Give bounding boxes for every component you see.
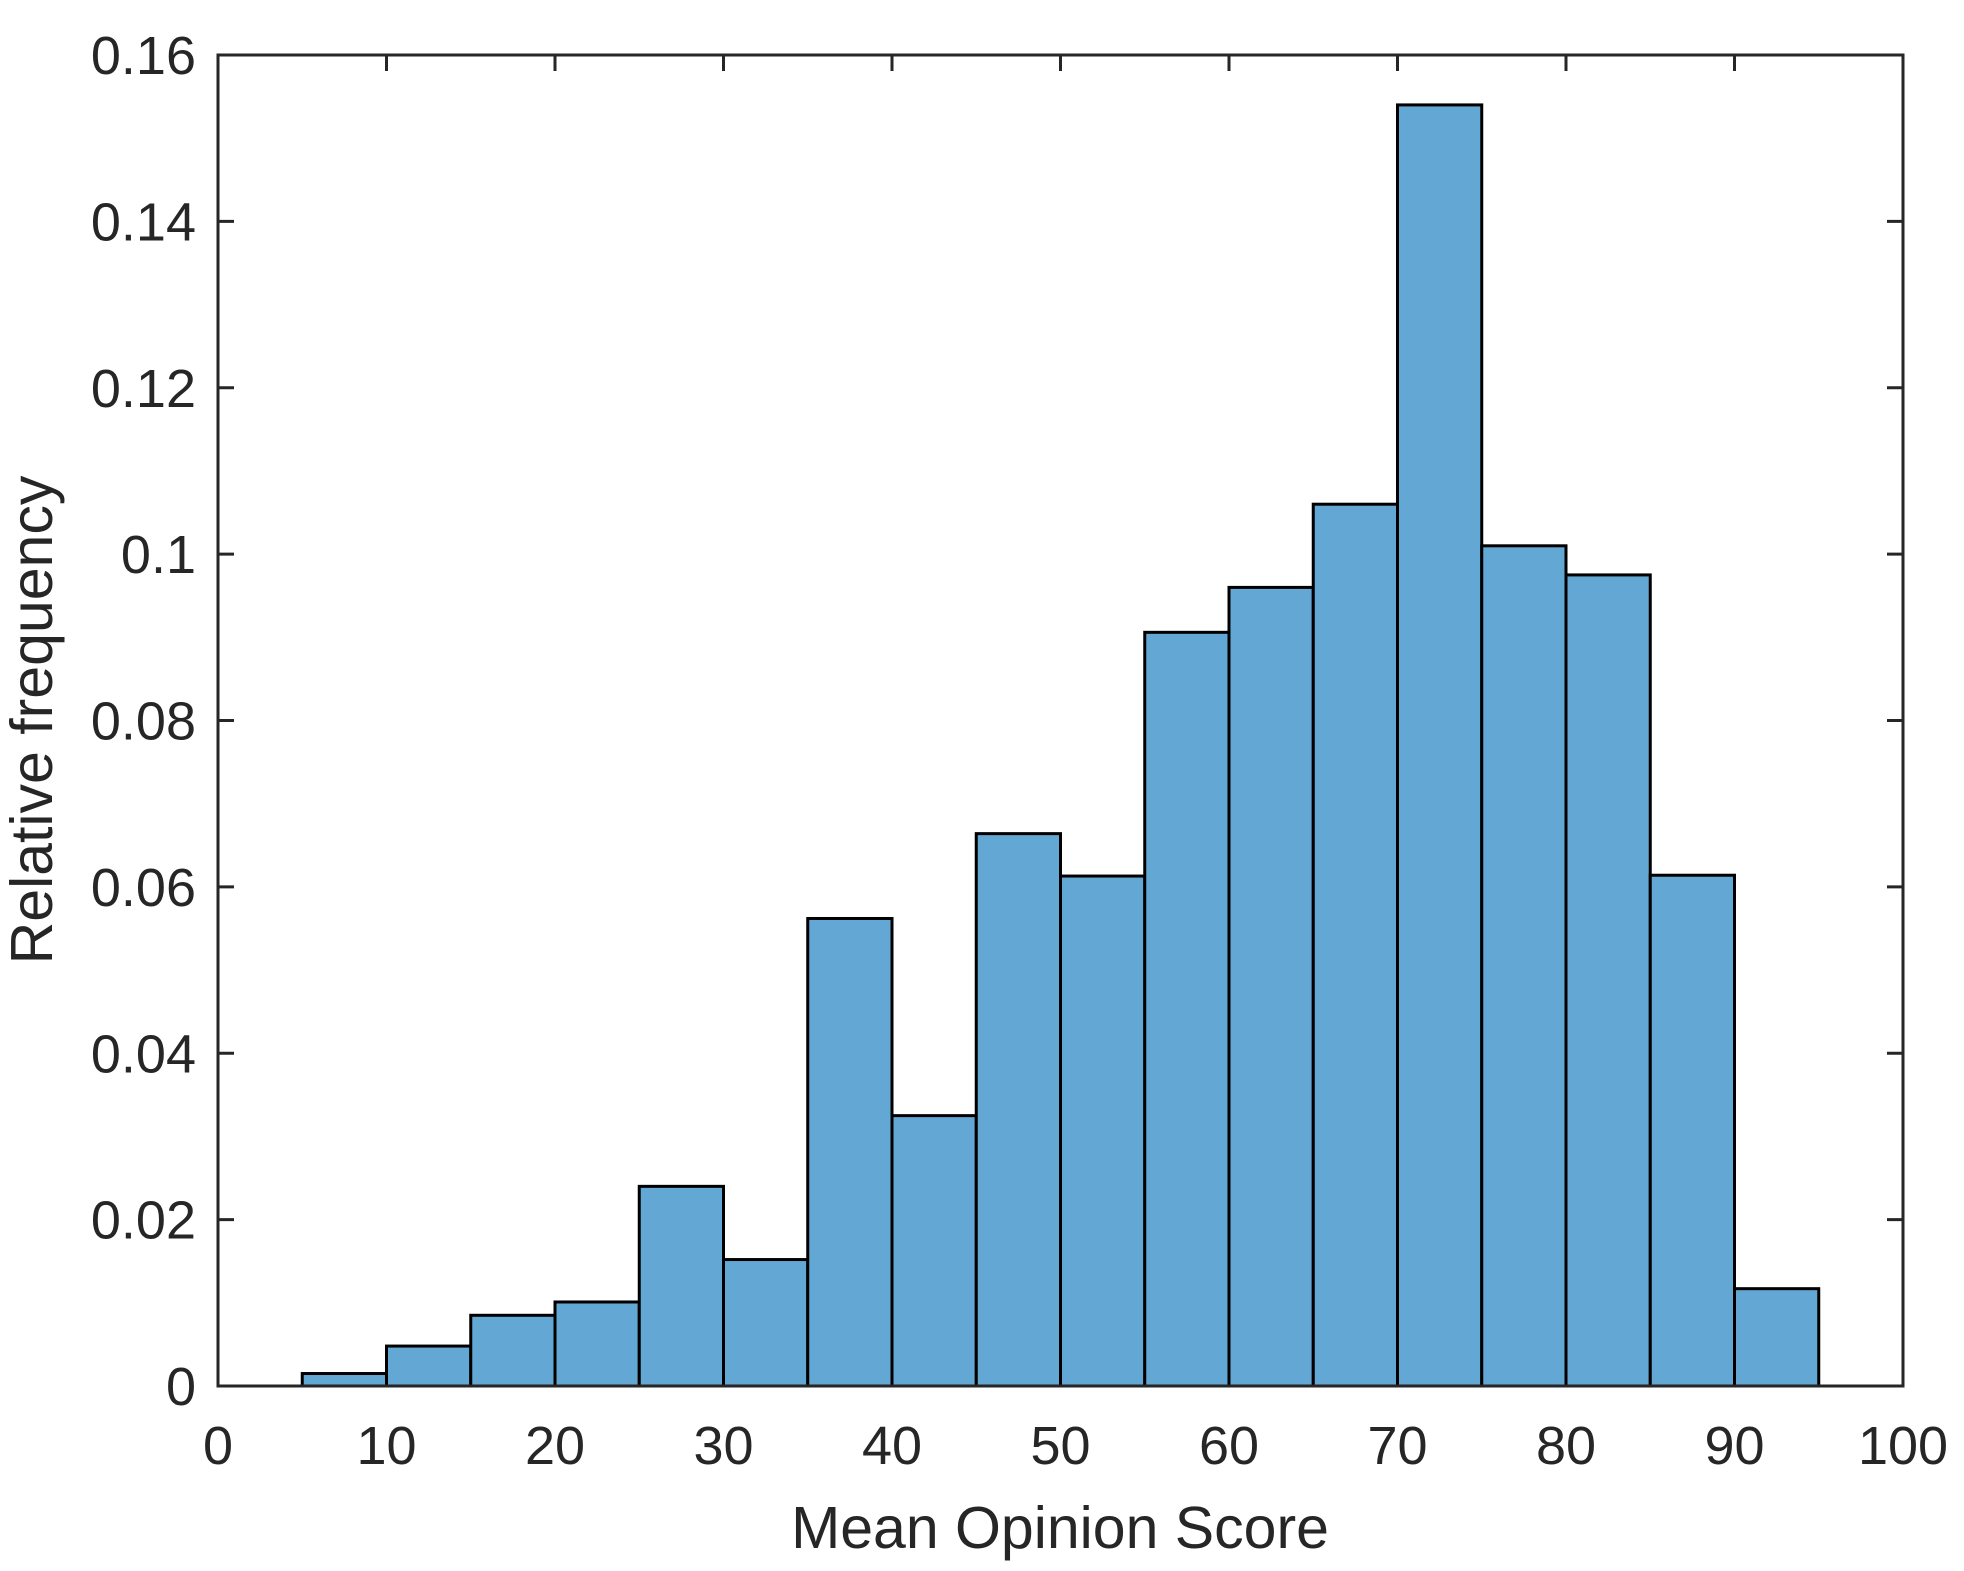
x-tick-label: 20 xyxy=(525,1416,585,1476)
y-tick-label: 0.02 xyxy=(91,1191,196,1251)
histogram-bar xyxy=(1648,873,1736,1388)
histogram-bar xyxy=(806,916,894,1388)
histogram-bar xyxy=(385,1344,473,1388)
histogram-bar xyxy=(722,1258,810,1388)
histogram-bar xyxy=(1480,544,1568,1388)
y-tick-label: 0.12 xyxy=(91,359,196,419)
x-tick-label: 70 xyxy=(1367,1416,1427,1476)
histogram-bar xyxy=(1059,874,1147,1388)
x-tick-label: 30 xyxy=(693,1416,753,1476)
histogram-bar xyxy=(1227,585,1315,1388)
y-axis-label: Relative frequency xyxy=(0,475,65,964)
x-tick-label: 90 xyxy=(1704,1416,1764,1476)
y-tick-label: 0.14 xyxy=(91,192,196,252)
histogram-bar xyxy=(1733,1287,1821,1388)
histogram-bar xyxy=(637,1184,725,1388)
histogram-bar xyxy=(1143,630,1231,1388)
histogram-bar xyxy=(553,1300,641,1388)
y-tick-label: 0.08 xyxy=(91,692,196,752)
x-axis-label: Mean Opinion Score xyxy=(791,1495,1329,1561)
x-tick-label: 80 xyxy=(1536,1416,1596,1476)
bars-layer xyxy=(300,103,1821,1388)
x-tick-label: 40 xyxy=(862,1416,922,1476)
histogram-bar xyxy=(1311,502,1399,1388)
histogram-bar xyxy=(300,1372,388,1388)
x-tick-label: 60 xyxy=(1199,1416,1259,1476)
y-tick-label: 0.1 xyxy=(121,525,196,585)
x-tick-label: 100 xyxy=(1858,1416,1948,1476)
histogram-bar xyxy=(1396,103,1484,1388)
axes-layer: 0 10 20 30 40 50 60 70 80 90 100 0 0.02 0.04 0.06 0.08 0… xyxy=(91,26,1948,1476)
y-tick-label: 0 xyxy=(166,1357,196,1417)
histogram-bar xyxy=(890,1114,978,1388)
x-tick-label: 10 xyxy=(356,1416,416,1476)
x-tick-label: 50 xyxy=(1030,1416,1090,1476)
histogram-bar xyxy=(1564,573,1652,1388)
y-tick-label: 0.04 xyxy=(91,1024,196,1084)
axis-box xyxy=(216,53,1905,1388)
histogram-bar xyxy=(469,1313,557,1388)
histogram-bar xyxy=(974,832,1062,1388)
y-tick-label: 0.16 xyxy=(91,26,196,86)
x-tick-label: 0 xyxy=(203,1416,233,1476)
y-tick-label: 0.06 xyxy=(91,858,196,918)
